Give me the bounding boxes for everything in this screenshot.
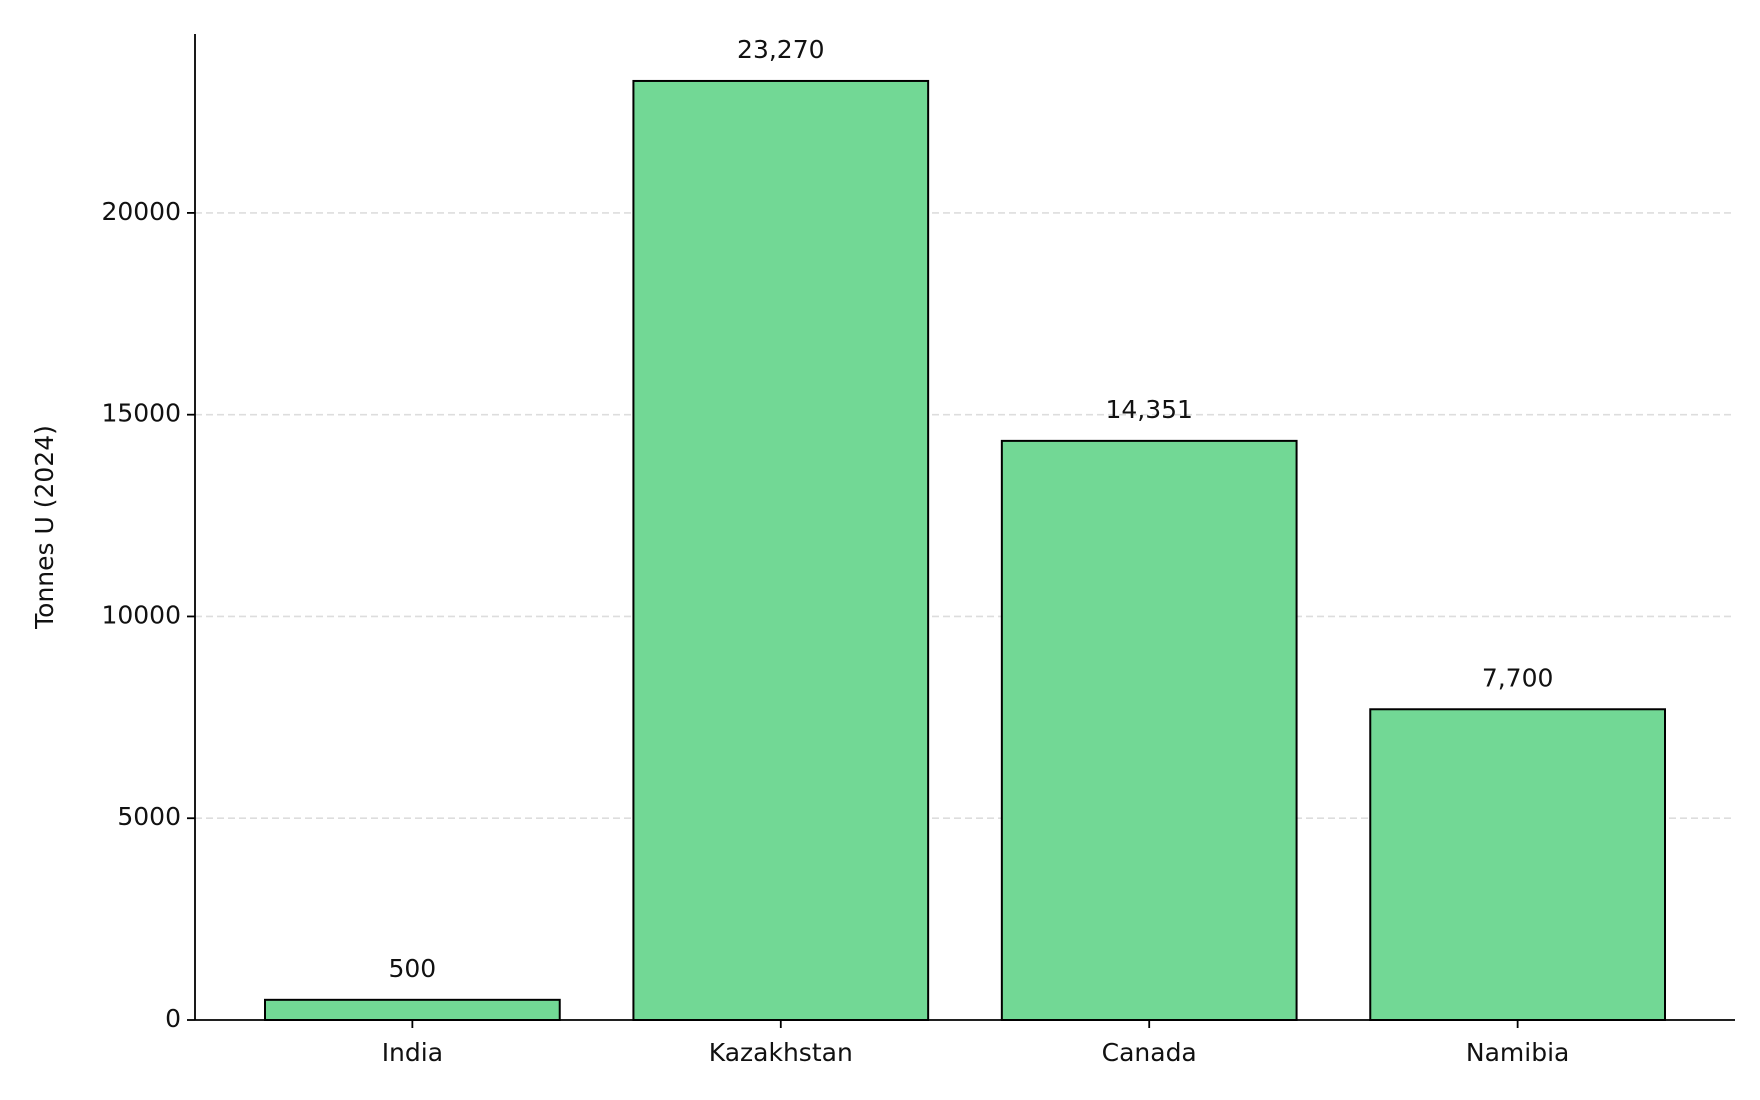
bar xyxy=(632,79,930,1021)
y-tick-label: 15000 xyxy=(101,399,181,428)
value-label: 7,700 xyxy=(1482,663,1554,692)
y-axis-label: Tonnes U (2024) xyxy=(30,425,59,630)
bar xyxy=(1369,708,1667,1021)
bar xyxy=(264,998,561,1021)
x-tick-label: India xyxy=(382,1038,443,1067)
y-tick-label: 20000 xyxy=(101,197,181,226)
y-tick-label: 10000 xyxy=(101,600,181,629)
value-label: 14,351 xyxy=(1105,395,1192,424)
y-tick-label: 0 xyxy=(165,1004,181,1033)
x-tick-label: Namibia xyxy=(1466,1038,1569,1067)
x-tick-label: Canada xyxy=(1102,1038,1197,1067)
bar xyxy=(1000,439,1298,1022)
value-label: 23,270 xyxy=(737,35,824,64)
x-tick-label: Kazakhstan xyxy=(709,1038,853,1067)
value-label: 500 xyxy=(389,954,437,983)
y-tick-label: 5000 xyxy=(117,802,181,831)
